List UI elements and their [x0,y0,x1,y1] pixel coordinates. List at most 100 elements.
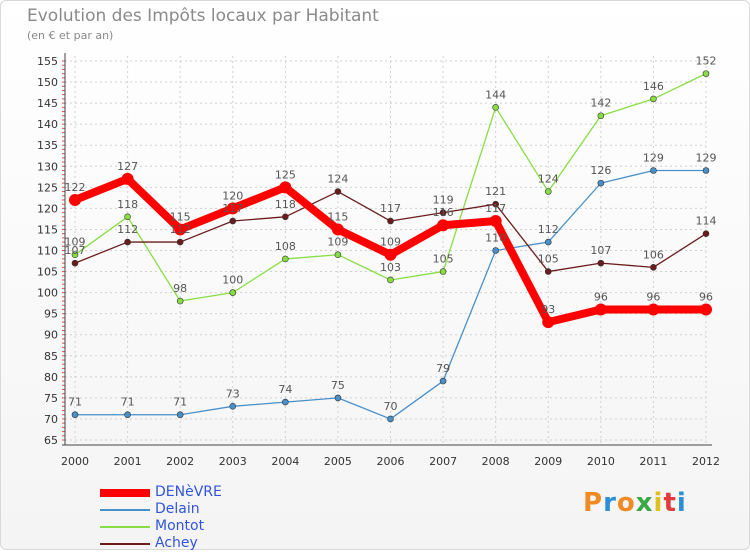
proxiti-logo: Proxiti [583,488,687,518]
series-lines [69,70,712,423]
axes: 65 70 75 80 85 90 95 100 105 110 115 120 125 130 135 14… [37,53,720,468]
x-tick-label: 2005 [324,455,352,468]
data-point [489,215,502,228]
data-label: 152 [696,55,717,68]
legend-label: Montot [155,518,205,534]
y-tick-label: 70 [44,413,58,426]
data-point [594,303,607,316]
x-tick-label: 2000 [61,455,89,468]
legend-swatch [100,543,150,545]
data-label: 71 [121,396,135,409]
legend-swatch [100,509,150,511]
data-label: 116 [433,206,454,219]
data-label: 112 [170,223,191,236]
data-point [71,251,79,259]
data-point [124,411,131,419]
data-point [439,268,447,275]
data-point [492,247,499,254]
data-point [69,193,81,206]
data-label: 117 [485,202,506,215]
data-point [650,95,657,103]
data-point [229,217,237,225]
data-point [700,303,712,316]
data-label: 71 [173,396,187,409]
data-label: 103 [380,261,401,274]
logo-letter: x [635,488,654,518]
data-label: 117 [222,202,243,215]
data-label: 107 [65,244,86,257]
data-point [387,276,394,284]
data-label: 96 [594,290,608,303]
data-point [229,403,237,410]
y-tick-label: 75 [44,392,58,405]
data-point [282,213,289,221]
data-point [176,297,184,305]
data-point [597,179,605,187]
data-point [71,259,79,267]
data-point [121,172,134,185]
data-point [702,70,710,77]
data-point [492,104,499,111]
y-tick-label: 110 [37,245,58,258]
x-tick-label: 2007 [429,455,457,468]
y-tick-label: 115 [37,223,58,236]
data-label: 110 [485,232,506,245]
x-tick-label: 2011 [639,455,667,468]
y-tick-label: 130 [37,160,58,173]
data-label: 115 [170,210,191,223]
data-label: 115 [327,210,348,223]
data-label: 105 [538,253,559,266]
data-point [544,268,552,275]
data-point [387,415,394,423]
data-label: 114 [696,215,717,228]
data-point [334,394,342,402]
grid-lines [65,56,707,445]
data-label: 122 [65,181,86,194]
legend-label: Achey [155,535,198,551]
x-tick-label: 2001 [114,455,142,468]
y-tick-label: 65 [44,434,58,447]
data-label: 75 [331,379,345,392]
x-tick-label: 2006 [377,455,405,468]
data-label: 109 [65,236,86,249]
logo-letter: t [663,488,677,518]
data-label: 112 [117,223,138,236]
data-label: 93 [541,303,555,316]
data-point [282,255,289,263]
data-point [650,264,657,271]
data-point [439,377,447,385]
x-tick-label: 2012 [692,455,720,468]
data-point [226,202,239,215]
y-tick-label: 90 [44,329,58,342]
y-tick-label: 120 [37,202,58,215]
data-point [387,217,394,225]
data-label: 146 [643,80,664,93]
data-point [492,200,499,208]
data-label: 125 [275,168,296,181]
data-label: 144 [485,88,506,101]
data-label: 73 [226,387,240,400]
data-point [124,213,131,221]
data-label: 105 [433,253,454,266]
data-point [124,238,131,246]
data-point [174,223,187,236]
data-label: 96 [699,290,713,303]
data-point [229,289,237,296]
data-point [331,223,344,236]
x-tick-label: 2008 [482,455,510,468]
y-tick-label: 100 [37,287,58,300]
data-point [176,238,184,246]
data-point [597,259,605,267]
data-label: 106 [643,248,664,261]
y-tick-label: 85 [44,350,58,363]
chart-title: Evolution des Impôts locaux par Habitant [27,6,379,26]
x-tick-label: 2009 [534,455,562,468]
y-tick-label: 125 [37,181,58,194]
data-point [702,230,710,237]
data-point [647,303,660,316]
y-tick-label: 135 [37,139,58,152]
data-point [437,219,450,232]
data-point [71,411,79,419]
